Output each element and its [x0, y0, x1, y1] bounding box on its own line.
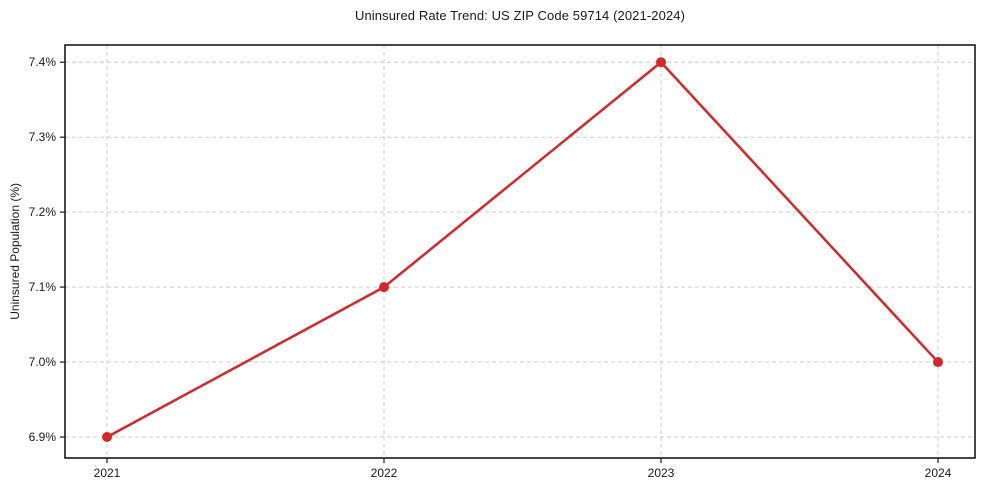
chart-title: Uninsured Rate Trend: US ZIP Code 59714 …	[354, 8, 686, 23]
x-tick-label: 2023	[648, 466, 675, 480]
y-axis-label-container: Uninsured Population (%)	[2, 45, 28, 458]
x-tick-label: 2021	[94, 466, 121, 480]
trend-line	[105, 60, 940, 439]
data-point-2024	[933, 357, 943, 368]
y-tick-label: 7.0%	[29, 355, 57, 369]
x-tick-label: 2024	[925, 466, 952, 480]
y-tick-label: 7.4%	[29, 55, 57, 69]
data-point-2023	[656, 57, 666, 68]
y-tick-label: 6.9%	[29, 430, 57, 444]
y-tick-label: 7.1%	[29, 280, 57, 294]
data-point-2021	[102, 432, 112, 443]
y-tick-label: 7.3%	[29, 130, 57, 144]
data-point-2022	[379, 282, 389, 293]
x-tick-label: 2022	[371, 466, 398, 480]
plot-border	[64, 44, 976, 459]
y-tick-label: 7.2%	[29, 205, 57, 219]
y-axis-label: Uninsured Population (%)	[8, 183, 22, 320]
